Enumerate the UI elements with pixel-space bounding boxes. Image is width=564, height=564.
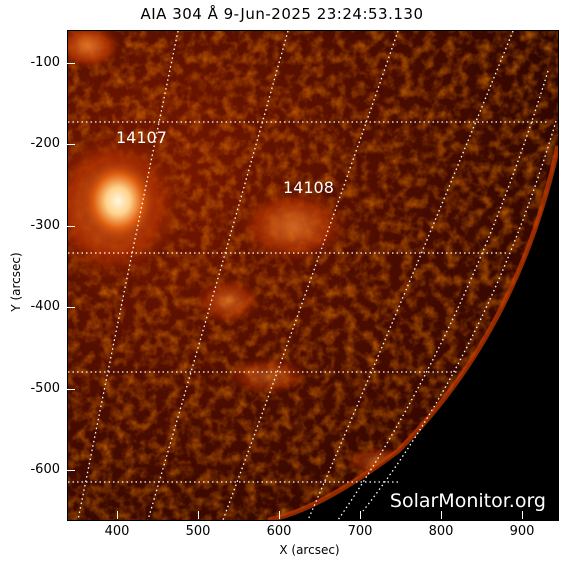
y-axis-label: Y (arcsec) bbox=[9, 252, 23, 312]
y-tick-label: -100 bbox=[30, 55, 60, 70]
y-tick-mark bbox=[67, 144, 75, 145]
y-tick-label: -500 bbox=[30, 381, 60, 396]
watermark: SolarMonitor.org bbox=[389, 490, 546, 512]
region-label-14107: 14107 bbox=[116, 128, 167, 147]
y-tick-mark bbox=[67, 63, 75, 64]
x-tick-label: 700 bbox=[347, 524, 373, 539]
y-tick-mark bbox=[67, 226, 75, 227]
y-tick-label: -600 bbox=[30, 462, 60, 477]
x-tick-mark bbox=[441, 511, 442, 519]
region-label-14108: 14108 bbox=[283, 178, 334, 197]
y-tick-label: -300 bbox=[30, 218, 60, 233]
x-tick-mark bbox=[198, 511, 199, 519]
figure-title: AIA 304 Å 9-Jun-2025 23:24:53.130 bbox=[140, 5, 424, 23]
y-tick-mark bbox=[67, 389, 75, 390]
x-tick-label: 500 bbox=[185, 524, 211, 539]
x-tick-label: 400 bbox=[104, 524, 130, 539]
x-tick-label: 600 bbox=[266, 524, 292, 539]
x-axis-label: X (arcsec) bbox=[279, 543, 340, 557]
x-tick-mark bbox=[117, 511, 118, 519]
x-tick-label: 800 bbox=[428, 524, 454, 539]
x-tick-mark bbox=[279, 511, 280, 519]
x-tick-mark bbox=[360, 511, 361, 519]
x-tick-mark bbox=[522, 511, 523, 519]
solar-disk bbox=[68, 31, 558, 520]
solar-disk-image bbox=[68, 31, 558, 520]
y-tick-mark bbox=[67, 307, 75, 308]
heliographic-grid bbox=[68, 31, 557, 520]
y-tick-label: -400 bbox=[30, 299, 60, 314]
x-tick-label: 900 bbox=[509, 524, 535, 539]
y-tick-mark bbox=[67, 470, 75, 471]
solar-image-panel: 14107 14108 SolarMonitor.org bbox=[67, 30, 559, 521]
y-tick-label: -200 bbox=[30, 136, 60, 151]
